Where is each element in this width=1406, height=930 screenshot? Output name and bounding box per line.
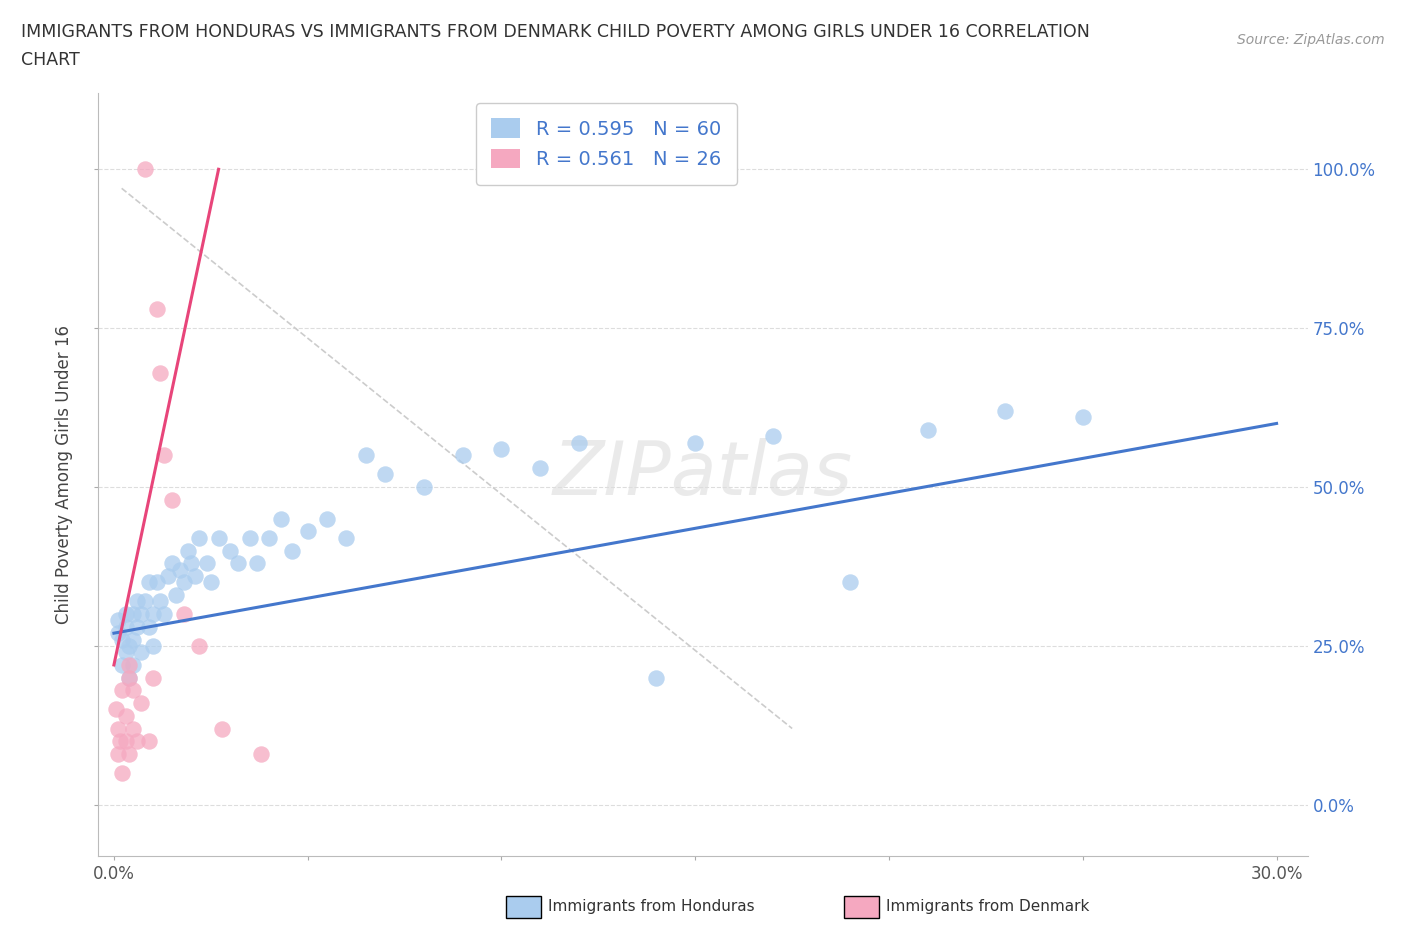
Point	[104, 702, 127, 717]
Point	[281, 543, 304, 558]
Point	[127, 594, 149, 609]
Text: Immigrants from Honduras: Immigrants from Honduras	[548, 899, 755, 914]
Point	[129, 606, 152, 621]
Point	[145, 575, 167, 590]
Y-axis label: Child Poverty Among Girls Under 16: Child Poverty Among Girls Under 16	[55, 325, 73, 624]
Point	[142, 671, 165, 685]
Point	[645, 671, 668, 685]
Point	[108, 734, 131, 749]
Point	[138, 575, 160, 590]
Point	[180, 556, 202, 571]
Point	[160, 556, 183, 571]
Point	[122, 606, 145, 621]
Point	[917, 422, 939, 437]
Point	[122, 658, 145, 672]
Point	[114, 606, 136, 621]
Point	[157, 568, 180, 583]
Point	[118, 747, 141, 762]
Point	[160, 492, 183, 507]
Point	[107, 721, 129, 736]
Point	[246, 556, 269, 571]
Point	[107, 626, 129, 641]
Point	[176, 543, 198, 558]
Point	[118, 671, 141, 685]
Point	[122, 721, 145, 736]
Point	[188, 530, 211, 545]
Point	[568, 435, 591, 450]
Point	[226, 556, 249, 571]
Point	[239, 530, 262, 545]
Point	[219, 543, 242, 558]
Point	[169, 562, 191, 577]
Point	[839, 575, 862, 590]
Point	[114, 619, 136, 634]
Point	[107, 747, 129, 762]
Point	[138, 619, 160, 634]
Point	[107, 613, 129, 628]
Point	[118, 658, 141, 672]
Point	[316, 512, 339, 526]
Point	[211, 721, 233, 736]
Point	[207, 530, 229, 545]
Text: ZIPatlas: ZIPatlas	[553, 438, 853, 511]
Point	[195, 556, 218, 571]
Point	[173, 575, 195, 590]
Point	[762, 429, 785, 444]
Point	[114, 709, 136, 724]
Point	[134, 162, 156, 177]
Point	[111, 658, 134, 672]
Text: IMMIGRANTS FROM HONDURAS VS IMMIGRANTS FROM DENMARK CHILD POVERTY AMONG GIRLS UN: IMMIGRANTS FROM HONDURAS VS IMMIGRANTS F…	[21, 23, 1090, 41]
Point	[142, 639, 165, 654]
Point	[153, 448, 176, 463]
Point	[354, 448, 377, 463]
Point	[200, 575, 222, 590]
Point	[129, 696, 152, 711]
Point	[134, 594, 156, 609]
Text: CHART: CHART	[21, 51, 80, 69]
Point	[114, 734, 136, 749]
Point	[145, 301, 167, 316]
Point	[683, 435, 706, 450]
Point	[188, 639, 211, 654]
Point	[374, 467, 396, 482]
Legend: R = 0.595   N = 60, R = 0.561   N = 26: R = 0.595 N = 60, R = 0.561 N = 26	[475, 102, 737, 185]
Point	[111, 683, 134, 698]
Point	[142, 606, 165, 621]
Point	[118, 671, 141, 685]
Point	[335, 530, 357, 545]
Point	[122, 632, 145, 647]
Point	[451, 448, 474, 463]
Point	[994, 404, 1017, 418]
Point	[165, 588, 187, 603]
Point	[184, 568, 207, 583]
Point	[491, 442, 513, 457]
Point	[149, 365, 172, 380]
Point	[297, 525, 319, 539]
Point	[153, 606, 176, 621]
Point	[127, 619, 149, 634]
Text: Immigrants from Denmark: Immigrants from Denmark	[886, 899, 1090, 914]
Point	[529, 460, 551, 475]
Point	[111, 632, 134, 647]
Point	[149, 594, 172, 609]
Point	[122, 683, 145, 698]
Text: Source: ZipAtlas.com: Source: ZipAtlas.com	[1237, 33, 1385, 46]
Point	[118, 639, 141, 654]
Point	[173, 606, 195, 621]
Point	[270, 512, 292, 526]
Point	[1071, 409, 1094, 424]
Point	[138, 734, 160, 749]
Point	[250, 747, 273, 762]
Point	[111, 765, 134, 780]
Point	[114, 644, 136, 659]
Point	[129, 644, 152, 659]
Point	[257, 530, 280, 545]
Point	[413, 480, 436, 495]
Point	[127, 734, 149, 749]
